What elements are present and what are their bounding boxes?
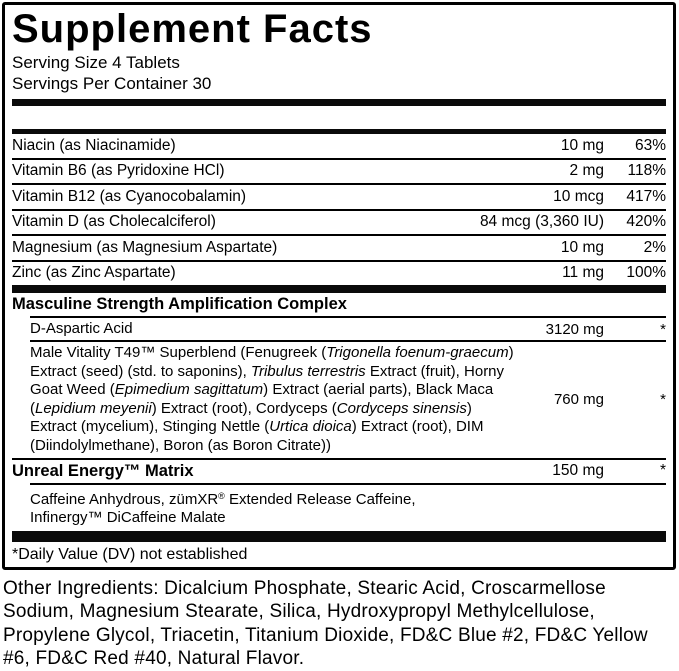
nutrient-row: Vitamin B6 (as Pyridoxine HCl) 2 mg 118% — [12, 160, 666, 184]
nutrient-row-amount: 10 mg — [560, 136, 604, 154]
blend-item-row-name: Caffeine Anhydrous, zümXR® Extended Rele… — [30, 490, 416, 527]
nutrient-row-dv: 100% — [626, 264, 666, 282]
nutrient-row-amount: 10 mcg — [553, 187, 604, 205]
row-divider — [12, 183, 666, 185]
nutrient-row-dv: 118% — [627, 162, 667, 180]
blend-item-row-name: D-Aspartic Acid — [30, 320, 133, 337]
nutrient-row-dv: 417% — [626, 187, 666, 205]
row-divider — [12, 259, 666, 262]
panel-title: Supplement Facts — [12, 7, 373, 51]
nutrient-row-name: Zinc (as Zinc Aspartate) — [12, 264, 176, 282]
nutrient-row-name: Magnesium (as Magnesium Aspartate) — [12, 238, 278, 256]
row-divider — [12, 208, 666, 211]
nutrient-row: Magnesium (as Magnesium Aspartate) 10 mg 2… — [12, 236, 666, 260]
blend-item-row: D-Aspartic Acid 3120 mg * — [12, 318, 666, 340]
section-header-row: Masculine Strength Amplification Complex — [12, 293, 666, 316]
section-header-row: Unreal Energy™ Matrix 150 mg * — [12, 460, 666, 483]
serving-size: Serving Size 4 Tablets — [12, 53, 180, 72]
row-divider — [12, 234, 666, 236]
nutrient-row-dv: 420% — [626, 213, 666, 231]
supplement-facts-panel: Supplement Facts Serving Size 4 Tablets … — [2, 2, 676, 570]
blend-item-row-amount: 760 mg — [553, 391, 604, 409]
row-divider — [30, 482, 666, 485]
section-header-row-amount: 150 mg — [552, 462, 604, 480]
nutrient-row: Zinc (as Zinc Aspartate) 11 mg 100% — [12, 262, 666, 286]
servings-per-container: Servings Per Container 30 — [12, 74, 212, 93]
thick-divider — [12, 530, 666, 542]
blend-item-row-name: Male Vitality T49™ Superblend (Fenugreek… — [30, 344, 514, 454]
dv-footnote: *Daily Value (DV) not established — [12, 545, 248, 563]
nutrient-row-name: Vitamin B6 (as Pyridoxine HCl) — [12, 162, 225, 180]
thick-divider — [12, 99, 666, 106]
nutrient-row-amount: 2 mg — [569, 162, 604, 180]
nutrients-table: Niacin (as Niacinamide) 10 mg 63% Vitamin B… — [12, 134, 666, 285]
nutrient-row-amount: 11 mg — [562, 264, 604, 282]
nutrient-row-name: Vitamin D (as Cholecalciferol) — [12, 213, 216, 231]
blend-item-row: Male Vitality T49™ Superblend (Fenugreek… — [12, 342, 666, 458]
row-divider — [30, 340, 666, 342]
row-divider — [12, 157, 666, 160]
nutrient-row: Vitamin B12 (as Cyanocobalamin) 10 mcg 417… — [12, 185, 666, 209]
other-ingredients: Other Ingredients: Dicalcium Phosphate, … — [3, 577, 648, 670]
row-divider — [12, 457, 666, 460]
row-divider — [30, 316, 666, 318]
section-header-row-dv: * — [659, 462, 666, 480]
blend-item-row-amount: 3120 mg — [545, 320, 605, 338]
nutrient-row: Vitamin D (as Cholecalciferol) 84 mcg (3,… — [12, 211, 666, 235]
section-header-row-name: Masculine Strength Amplification Complex — [12, 295, 347, 313]
blend-item-row-dv: * — [660, 391, 666, 409]
thick-divider — [12, 129, 666, 134]
thick-divider — [12, 285, 666, 293]
section-header-row-name: Unreal Energy™ Matrix — [12, 461, 194, 480]
nutrient-row-amount: 10 mg — [560, 238, 604, 256]
nutrient-row-name: Vitamin B12 (as Cyanocobalamin) — [12, 187, 247, 205]
blend-item-row: Caffeine Anhydrous, zümXR® Extended Rele… — [12, 485, 666, 530]
nutrient-row-name: Niacin (as Niacinamide) — [12, 136, 176, 154]
blend-item-row-dv: * — [660, 320, 667, 338]
nutrient-row-amount: 84 mcg (3,360 IU) — [479, 213, 604, 231]
nutrient-row: Niacin (as Niacinamide) 10 mg 63% — [12, 134, 666, 158]
nutrient-row-dv: 2% — [643, 238, 666, 256]
blend-sections: Masculine Strength Amplification Complex… — [12, 293, 666, 530]
nutrient-row-dv: 63% — [634, 136, 666, 154]
header-spacer — [12, 106, 666, 129]
